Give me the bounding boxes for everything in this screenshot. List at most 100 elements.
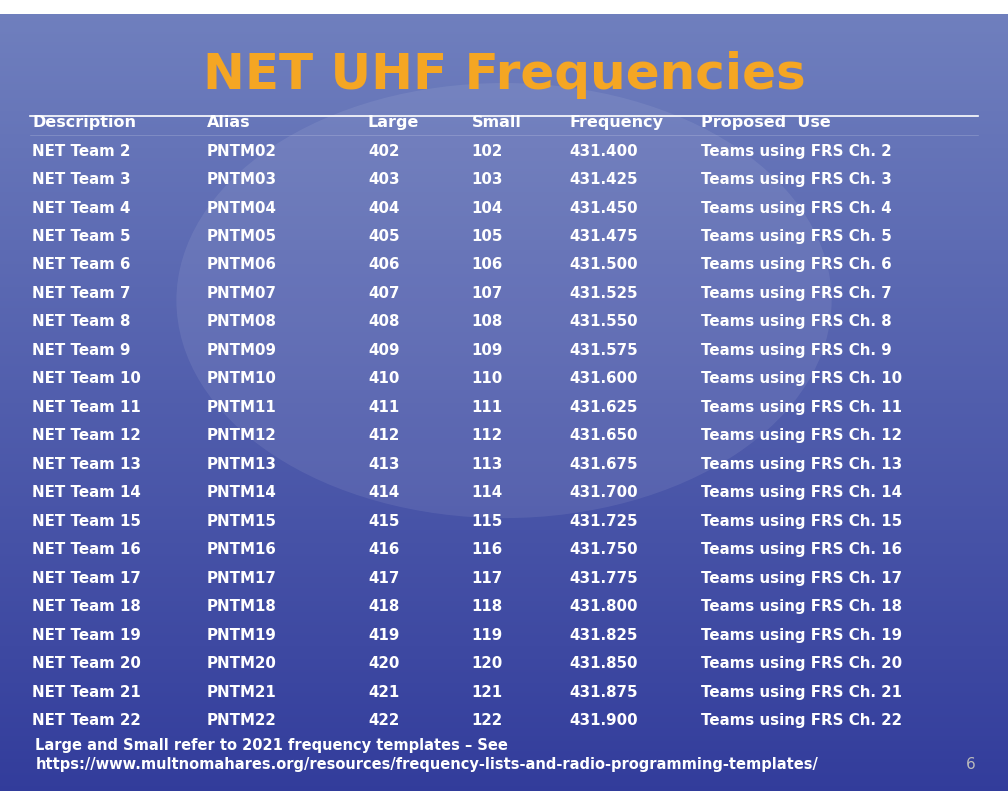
Bar [0, 89, 1008, 93]
Text: NET Team 4: NET Team 4 [32, 201, 131, 215]
Text: Frequency: Frequency [570, 115, 663, 130]
Bar [0, 364, 1008, 366]
Text: Teams using FRS Ch. 12: Teams using FRS Ch. 12 [701, 429, 901, 443]
Bar [0, 374, 1008, 377]
Bar [0, 69, 1008, 71]
Bar [0, 496, 1008, 498]
Bar [0, 103, 1008, 105]
Text: 106: 106 [472, 258, 503, 272]
Bar [0, 37, 1008, 40]
Bar [0, 540, 1008, 543]
Bar [0, 121, 1008, 124]
Bar [0, 148, 1008, 150]
Bar [0, 738, 1008, 741]
Bar [0, 635, 1008, 638]
Text: 431.900: 431.900 [570, 713, 638, 728]
Bar [0, 781, 1008, 783]
Text: 405: 405 [368, 229, 399, 244]
Text: NET Team 16: NET Team 16 [32, 543, 141, 557]
Text: NET Team 7: NET Team 7 [32, 286, 131, 301]
Bar [0, 437, 1008, 441]
Bar [0, 717, 1008, 720]
Text: PNTM09: PNTM09 [207, 343, 276, 358]
Bar [0, 490, 1008, 493]
Text: 431.800: 431.800 [570, 600, 638, 614]
Text: Teams using FRS Ch. 6: Teams using FRS Ch. 6 [701, 258, 891, 272]
Text: 113: 113 [472, 457, 503, 471]
Text: 411: 411 [368, 400, 399, 414]
Bar [0, 730, 1008, 733]
Bar [0, 564, 1008, 567]
Bar [0, 419, 1008, 422]
Text: 118: 118 [472, 600, 503, 614]
Bar [0, 741, 1008, 744]
Bar [0, 214, 1008, 216]
Bar [0, 53, 1008, 55]
Text: NET Team 15: NET Team 15 [32, 514, 141, 528]
Bar [0, 164, 1008, 166]
Text: 6: 6 [966, 758, 976, 772]
Bar [0, 714, 1008, 717]
Text: 421: 421 [368, 685, 399, 699]
Bar [0, 248, 1008, 251]
Text: 431.825: 431.825 [570, 628, 638, 642]
Bar [0, 749, 1008, 751]
Bar [0, 21, 1008, 24]
Bar [0, 224, 1008, 227]
Text: NET Team 9: NET Team 9 [32, 343, 131, 358]
Bar [0, 633, 1008, 635]
Text: PNTM12: PNTM12 [207, 429, 276, 443]
Text: 431.500: 431.500 [570, 258, 638, 272]
Bar [0, 548, 1008, 551]
Bar [0, 406, 1008, 409]
Text: Teams using FRS Ch. 19: Teams using FRS Ch. 19 [701, 628, 902, 642]
Text: 416: 416 [368, 543, 399, 557]
Bar [0, 706, 1008, 710]
Bar [0, 158, 1008, 161]
Bar [0, 58, 1008, 61]
Bar [0, 623, 1008, 625]
Text: 406: 406 [368, 258, 399, 272]
Text: Alias: Alias [207, 115, 250, 130]
Bar [0, 259, 1008, 261]
Bar [0, 672, 1008, 675]
Text: 431.700: 431.700 [570, 486, 638, 500]
Bar [0, 453, 1008, 456]
Text: NET UHF Frequencies: NET UHF Frequencies [203, 51, 805, 99]
Text: 108: 108 [472, 315, 503, 329]
Text: NET Team 11: NET Team 11 [32, 400, 141, 414]
Bar [0, 366, 1008, 369]
Text: Teams using FRS Ch. 16: Teams using FRS Ch. 16 [701, 543, 901, 557]
Bar [0, 765, 1008, 767]
Bar [0, 190, 1008, 192]
Bar [0, 435, 1008, 437]
Bar [0, 243, 1008, 245]
Bar [0, 253, 1008, 255]
Bar [0, 488, 1008, 490]
Bar [0, 182, 1008, 184]
Text: 120: 120 [472, 657, 503, 671]
Text: NET Team 17: NET Team 17 [32, 571, 141, 585]
Bar [0, 509, 1008, 512]
Bar [0, 180, 1008, 182]
Bar [0, 161, 1008, 164]
Bar [0, 168, 1008, 172]
Text: NET Team 6: NET Team 6 [32, 258, 131, 272]
Text: NET Team 20: NET Team 20 [32, 657, 141, 671]
Bar [0, 627, 1008, 630]
Text: 431.725: 431.725 [570, 514, 638, 528]
Bar [0, 396, 1008, 398]
Text: 117: 117 [472, 571, 503, 585]
Text: Teams using FRS Ch. 11: Teams using FRS Ch. 11 [701, 400, 901, 414]
Text: Teams using FRS Ch. 9: Teams using FRS Ch. 9 [701, 343, 891, 358]
Bar [0, 430, 1008, 433]
Text: 116: 116 [472, 543, 503, 557]
Text: PNTM16: PNTM16 [207, 543, 276, 557]
Text: 409: 409 [368, 343, 399, 358]
Bar [0, 346, 1008, 348]
Text: 407: 407 [368, 286, 399, 301]
Text: 431.775: 431.775 [570, 571, 638, 585]
Bar [0, 285, 1008, 287]
Bar [0, 773, 1008, 775]
Bar [0, 696, 1008, 698]
